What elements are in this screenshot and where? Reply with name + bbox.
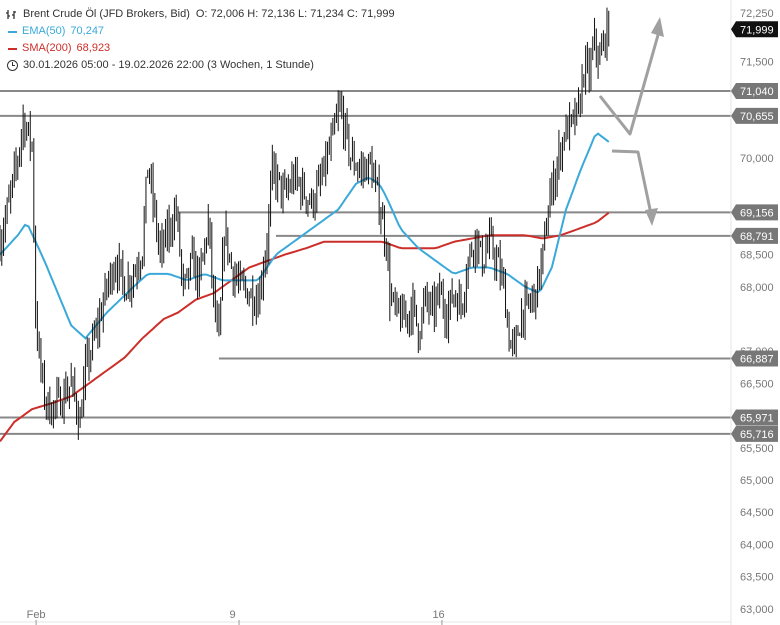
- level-tag-4-shape: [731, 350, 778, 367]
- y-tick-label: 64,500: [740, 507, 774, 519]
- level-tag-1-shape: [731, 107, 778, 124]
- level-tag-2-label: 69,156: [740, 207, 774, 219]
- price-tags-layer: 71,040 70,655 69,156 68,791 66,887 65,971 65,7…: [731, 21, 778, 442]
- level-tag-5-label: 65,971: [740, 412, 774, 424]
- level-tag-6: 65,716: [731, 425, 778, 442]
- sma-layer: [0, 211, 610, 442]
- level-tag-4-label: 66,887: [740, 353, 774, 365]
- sma-value: 68,923: [76, 42, 111, 54]
- level-tag-6-label: 65,716: [740, 429, 774, 441]
- level-tag-3-label: 68,791: [740, 231, 774, 243]
- last-price-tag: 71,999: [731, 21, 778, 38]
- legend-sma-row[interactable]: SMA(200) 68,923: [6, 40, 395, 57]
- instrument-title: Brent Crude Öl (JFD Brokers, Bid): [23, 8, 190, 20]
- ohlc-values: O: 72,006 H: 72,136 L: 71,234 C: 71,999: [195, 8, 395, 20]
- clock-icon: [7, 60, 18, 71]
- level-tag-2: 69,156: [731, 204, 778, 221]
- y-axis-ticks: 72,25071,50070,00068,50068,00067,00066,5…: [740, 8, 774, 616]
- arrow-up-path: [598, 27, 662, 136]
- y-tick-label: 65,000: [740, 475, 774, 487]
- x-axis-ticks: Feb 9 16: [27, 609, 445, 625]
- level-tag-1-label: 70,655: [740, 111, 774, 123]
- chart-legend: Brent Crude Öl (JFD Brokers, Bid) O: 72,…: [6, 6, 395, 74]
- bar-chart-icon: [6, 10, 16, 19]
- x-tick-label: 9: [230, 609, 236, 621]
- ema-value: 70,247: [70, 25, 105, 37]
- y-tick-label: 63,000: [740, 604, 774, 616]
- y-tick-label: 68,500: [740, 250, 774, 262]
- arrow-down-path: [611, 149, 653, 215]
- x-tick-label: 16: [432, 609, 444, 621]
- y-tick-label: 72,250: [740, 8, 774, 20]
- level-tag-6-shape: [731, 425, 778, 442]
- date-range: 30.01.2026 05:00 - 19.02.2026 22:00 (3 W…: [23, 59, 314, 71]
- y-tick-label: 65,500: [740, 443, 774, 455]
- level-tag-5: 65,971: [731, 409, 778, 426]
- ema-label: EMA(50): [22, 25, 66, 37]
- y-tick-label: 70,000: [740, 153, 774, 165]
- level-tag-2-shape: [731, 204, 778, 221]
- x-tick-label: Feb: [27, 609, 46, 621]
- sma-label: SMA(200): [22, 42, 72, 54]
- last-price-tag-shape: [731, 21, 778, 38]
- y-tick-label: 66,500: [740, 378, 774, 390]
- sma-swatch: [8, 47, 17, 50]
- level-tag-0: 71,040: [731, 83, 778, 100]
- legend-ema-row[interactable]: EMA(50) 70,247: [6, 23, 395, 40]
- price-bars-layer: [0, 7, 610, 440]
- ema-swatch: [8, 30, 17, 33]
- legend-range-row: 30.01.2026 05:00 - 19.02.2026 22:00 (3 W…: [6, 57, 395, 74]
- level-tag-0-shape: [731, 83, 778, 100]
- y-tick-label: 68,000: [740, 282, 774, 294]
- legend-title-row: Brent Crude Öl (JFD Brokers, Bid) O: 72,…: [6, 6, 395, 23]
- level-tag-0-label: 71,040: [740, 86, 774, 98]
- level-tag-1: 70,655: [731, 107, 778, 124]
- projection-arrows-layer: [598, 17, 664, 226]
- level-tag-4: 66,887: [731, 350, 778, 367]
- arrow-up-head: [651, 17, 664, 37]
- level-tag-3-shape: [731, 227, 778, 244]
- y-tick-label: 71,500: [740, 56, 774, 68]
- sma-line: [0, 211, 610, 442]
- last-price-tag-label: 71,999: [740, 24, 774, 36]
- y-tick-label: 63,500: [740, 572, 774, 584]
- horizontal-levels-layer: [0, 90, 731, 435]
- y-tick-label: 64,000: [740, 539, 774, 551]
- level-tag-5-shape: [731, 409, 778, 426]
- level-tag-3: 68,791: [731, 227, 778, 244]
- arrow-down-head: [645, 208, 658, 226]
